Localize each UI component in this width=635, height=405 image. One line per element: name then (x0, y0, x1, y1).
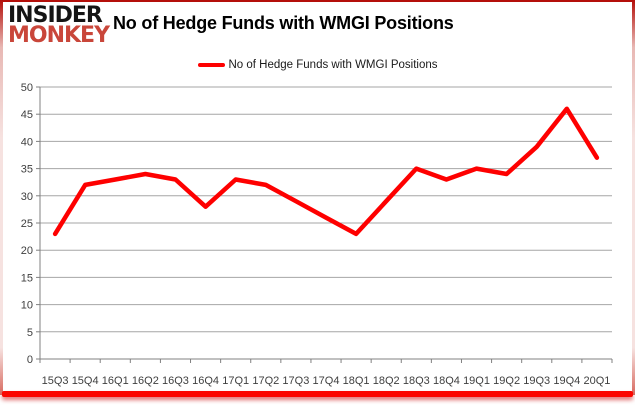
x-tick-label: 19Q3 (523, 375, 550, 387)
chart-legend: No of Hedge Funds with WMGI Positions (0, 57, 635, 73)
frame-left-border (0, 0, 3, 395)
insider-monkey-logo[interactable]: INSIDER MONKEY (8, 3, 110, 49)
x-tick-label: 15Q3 (42, 375, 69, 387)
logo-line-monkey: MONKEY (8, 23, 110, 49)
x-tick-label: 20Q1 (583, 375, 610, 387)
x-tick-label: 19Q4 (553, 375, 580, 387)
y-tick-label: 10 (21, 300, 33, 312)
legend-label: No of Hedge Funds with WMGI Positions (228, 59, 438, 71)
x-tick-label: 19Q1 (463, 375, 490, 387)
y-tick-label: 0 (27, 354, 33, 366)
y-tick-label: 45 (21, 109, 33, 121)
y-tick-label: 40 (21, 136, 33, 148)
x-tick-label: 17Q2 (252, 375, 279, 387)
logo-line-insider: INSIDER (8, 3, 103, 28)
x-tick-label: 16Q3 (162, 375, 189, 387)
x-tick-label: 17Q4 (313, 375, 340, 387)
x-tick-label: 17Q3 (282, 375, 309, 387)
x-tick-label: 17Q1 (222, 375, 249, 387)
x-tick-label: 18Q1 (343, 375, 370, 387)
x-tick-label: 16Q1 (102, 375, 129, 387)
y-tick-label: 50 (21, 82, 33, 94)
x-tick-label: 18Q4 (433, 375, 460, 387)
legend-line-swatch (197, 63, 225, 67)
x-tick-label: 16Q4 (192, 375, 219, 387)
x-tick-label: 18Q3 (403, 375, 430, 387)
page-title: No of Hedge Funds with WMGI Positions (113, 13, 454, 33)
x-tick-label: 18Q2 (373, 375, 400, 387)
frame-bottom-bar (2, 391, 633, 397)
frame-right-border (632, 0, 635, 395)
x-tick-label: 16Q2 (132, 375, 159, 387)
x-tick-label: 19Q2 (493, 375, 520, 387)
series-line (52, 106, 600, 237)
y-tick-label: 15 (21, 272, 33, 284)
y-tick-label: 5 (27, 327, 33, 339)
frame-top-border (0, 0, 635, 2)
y-tick-label: 35 (21, 164, 33, 176)
y-tick-label: 30 (21, 191, 33, 203)
y-tick-label: 25 (21, 218, 33, 230)
y-tick-label: 20 (21, 245, 33, 257)
x-tick-label: 15Q4 (72, 375, 99, 387)
